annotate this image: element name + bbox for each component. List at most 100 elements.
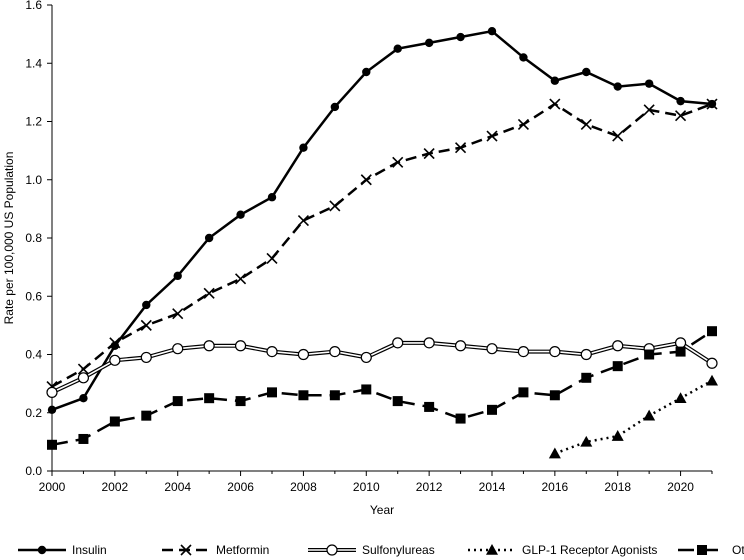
y-tick-label: 1.0 [25, 173, 42, 187]
series-sulfonylureas-point [612, 340, 624, 352]
series-metformin-point [580, 118, 592, 130]
series-other-point [78, 433, 89, 444]
series-other-point [361, 384, 372, 395]
series-metformin-point [392, 156, 404, 168]
series-sulfonylureas-point [517, 345, 530, 358]
series-insulin-line [51, 29, 713, 411]
series-sulfonylureas-line-inner [51, 342, 713, 394]
series-sulfonylureas [46, 337, 718, 398]
series-glp-1-receptor-agonists-point [611, 430, 624, 441]
x-marker-stroke [643, 104, 655, 116]
x-marker-stroke [235, 273, 247, 285]
series-other-point [424, 401, 435, 412]
series-metformin-point [329, 200, 341, 212]
series-metformin-point [360, 174, 372, 186]
series-sulfonylureas-point [580, 348, 592, 361]
series-other-point [549, 390, 560, 401]
series-other-point [487, 404, 497, 415]
series-insulin-point [676, 96, 685, 106]
series-metformin-point [423, 147, 435, 160]
legend-item-other: Other [678, 543, 744, 557]
y-axis-title: Rate per 100,000 US Population [2, 152, 16, 325]
legend-item-metformin: Metformin [162, 543, 269, 557]
legend-glp-1-receptor-agonists-marker [486, 544, 498, 555]
x-marker-stroke [297, 214, 309, 227]
legend-metformin-marker [180, 544, 192, 556]
x-marker-stroke [549, 98, 561, 110]
x-marker-stroke [423, 147, 435, 160]
series-sulfonylureas-point [140, 351, 152, 364]
x-tick-label: 2014 [479, 480, 506, 494]
x-marker-stroke [360, 174, 372, 186]
series-metformin-point [455, 142, 467, 154]
x-marker-stroke [675, 110, 687, 122]
series-metformin-point [643, 104, 655, 116]
y-tick-label: 0.0 [25, 464, 42, 478]
legend-label: Sulfonylureas [362, 543, 435, 557]
legend-label: Other [732, 543, 744, 557]
x-tick-label: 2018 [604, 480, 631, 494]
x-axis-title: Year [370, 503, 394, 517]
series-other-point [518, 387, 529, 398]
series-layer [46, 27, 718, 459]
x-marker-stroke [109, 337, 121, 349]
x-marker-stroke [706, 98, 718, 110]
series-other-point [141, 410, 152, 421]
x-marker-stroke [455, 142, 467, 154]
series-glp-1-receptor-agonists-line [554, 379, 713, 455]
series-metformin-point [235, 273, 247, 285]
x-tick-label: 2020 [667, 480, 694, 494]
x-marker-stroke [486, 130, 498, 142]
series-insulin-point [424, 38, 434, 48]
series-other-point [298, 390, 309, 401]
x-marker-stroke [392, 156, 404, 168]
series-glp-1-receptor-agonists-point [674, 392, 687, 403]
legend-sulfonylureas-marker [326, 544, 338, 556]
y-axis-ticks: 0.0 0.2 0.4 0.6 0.8 1.0 1.2 1.4 1.6 [25, 0, 52, 478]
series-metformin-point [203, 287, 215, 299]
x-tick-label: 2010 [353, 480, 380, 494]
series-insulin-point [393, 44, 402, 53]
x-tick-label: 2004 [164, 480, 191, 494]
x-marker-stroke [180, 544, 192, 556]
x-tick-label: 2016 [542, 480, 569, 494]
series-metformin-point [486, 130, 498, 142]
series-glp-1-receptor-agonists-point [643, 409, 656, 421]
x-marker-stroke [172, 308, 184, 320]
legend-insulin-marker [37, 545, 47, 555]
x-marker-stroke [203, 287, 215, 299]
x-marker-stroke [580, 118, 592, 130]
series-sulfonylureas-point [172, 343, 184, 355]
series-metformin-point [266, 252, 278, 264]
series-other-point [581, 372, 592, 383]
series-insulin-point [550, 76, 560, 85]
series-glp-1-receptor-agonists-point [580, 435, 593, 447]
series-glp-1-receptor-agonists-point [548, 447, 561, 459]
series-metformin-point [675, 110, 687, 122]
series-other-point [267, 387, 277, 398]
series-metformin-line [51, 102, 713, 388]
series-sulfonylureas-point [234, 340, 247, 352]
series-other-point [235, 396, 246, 407]
series-sulfonylureas-point [486, 343, 498, 355]
x-marker-stroke [612, 130, 624, 142]
series-insulin-point [613, 82, 622, 91]
series-insulin-point [79, 393, 88, 403]
series-metformin-point [172, 308, 184, 320]
x-tick-label: 2008 [290, 480, 317, 494]
series-metformin [46, 98, 718, 393]
legend-item-glp-1-receptor-agonists: GLP-1 Receptor Agonists [468, 543, 657, 557]
series-other-point [172, 396, 183, 407]
series-insulin-point [519, 53, 528, 62]
series-glp-1-receptor-agonists-point [706, 374, 718, 386]
series-sulfonylureas-point [360, 351, 372, 364]
series-sulfonylureas-point [549, 345, 561, 358]
y-tick-label: 0.6 [25, 289, 42, 303]
legend-other-marker [697, 545, 707, 555]
series-insulin-point [582, 67, 591, 77]
series-sulfonylureas-point [109, 354, 121, 366]
x-marker-stroke [140, 319, 152, 331]
x-tick-label: 2012 [416, 480, 443, 494]
x-marker-stroke [517, 118, 529, 130]
